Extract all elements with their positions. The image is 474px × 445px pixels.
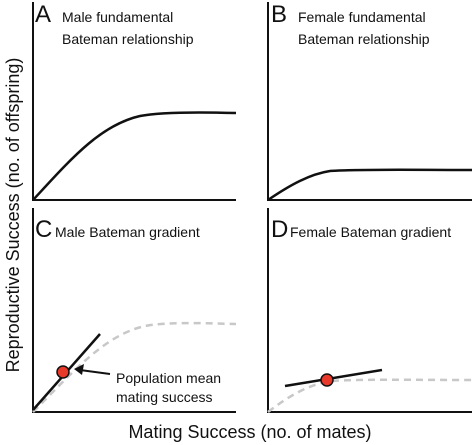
arrow <box>79 369 111 375</box>
gradient-line <box>284 368 383 388</box>
panel-letter: B <box>271 1 287 28</box>
mean-point <box>320 373 334 387</box>
panel-a: A Male fundamental Bateman relationship <box>32 1 237 201</box>
reference-curve <box>32 321 237 413</box>
panel-title: Female Bateman gradient <box>290 224 451 240</box>
panel-title: Bateman relationship <box>298 31 430 47</box>
reference-curve <box>267 378 473 413</box>
panel-d: D Female Bateman gradient <box>267 208 473 413</box>
arrow-head <box>74 364 84 375</box>
panel-letter: A <box>35 1 51 28</box>
panel-title: Male fundamental <box>62 9 173 25</box>
panel-b: B Female fundamental Bateman relationshi… <box>267 1 473 202</box>
panel-title: Female fundamental <box>298 9 426 25</box>
panel-title: Male Bateman gradient <box>55 224 200 240</box>
y-axis-label: Reproductive Success (no. of offspring) <box>3 58 23 373</box>
panel-c: C Male Bateman gradient Population mean … <box>32 208 237 413</box>
panel-letter: C <box>35 216 52 243</box>
annotation: Population mean <box>116 370 221 386</box>
annotation: mating success <box>116 389 212 405</box>
mean-point <box>56 365 70 379</box>
curve <box>32 111 237 201</box>
panel-title: Bateman relationship <box>62 31 194 47</box>
x-axis-label: Mating Success (no. of mates) <box>128 422 371 442</box>
panel-letter: D <box>271 216 288 243</box>
curve <box>267 168 473 202</box>
